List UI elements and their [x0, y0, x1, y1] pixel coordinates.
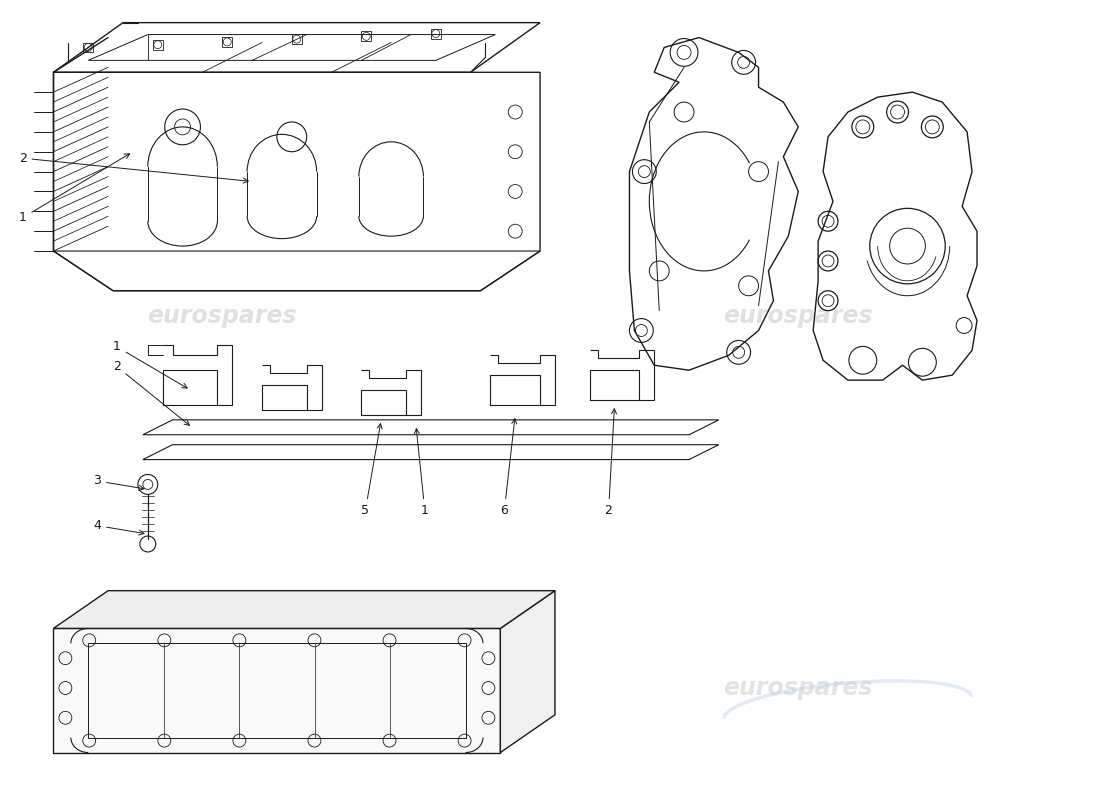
- Text: 2: 2: [605, 409, 616, 518]
- Polygon shape: [54, 629, 500, 753]
- Text: 2: 2: [19, 152, 249, 183]
- Bar: [84, 42, 94, 53]
- Bar: [88, 643, 465, 738]
- Bar: [292, 34, 301, 44]
- Text: 1: 1: [113, 340, 187, 388]
- Text: 1: 1: [415, 429, 429, 518]
- Text: 1: 1: [19, 154, 130, 224]
- Text: 6: 6: [500, 418, 517, 518]
- Text: 4: 4: [94, 519, 144, 535]
- Text: 5: 5: [361, 424, 382, 518]
- Polygon shape: [500, 590, 556, 753]
- Bar: [153, 40, 163, 50]
- Polygon shape: [54, 590, 556, 629]
- Text: eurospares: eurospares: [724, 676, 873, 700]
- Text: eurospares: eurospares: [724, 303, 873, 327]
- Bar: [222, 37, 232, 47]
- Text: eurospares: eurospares: [186, 688, 318, 708]
- Text: eurospares: eurospares: [147, 303, 297, 327]
- Bar: [431, 29, 441, 38]
- Text: 3: 3: [94, 474, 144, 490]
- Bar: [361, 31, 372, 42]
- Text: 2: 2: [113, 360, 189, 426]
